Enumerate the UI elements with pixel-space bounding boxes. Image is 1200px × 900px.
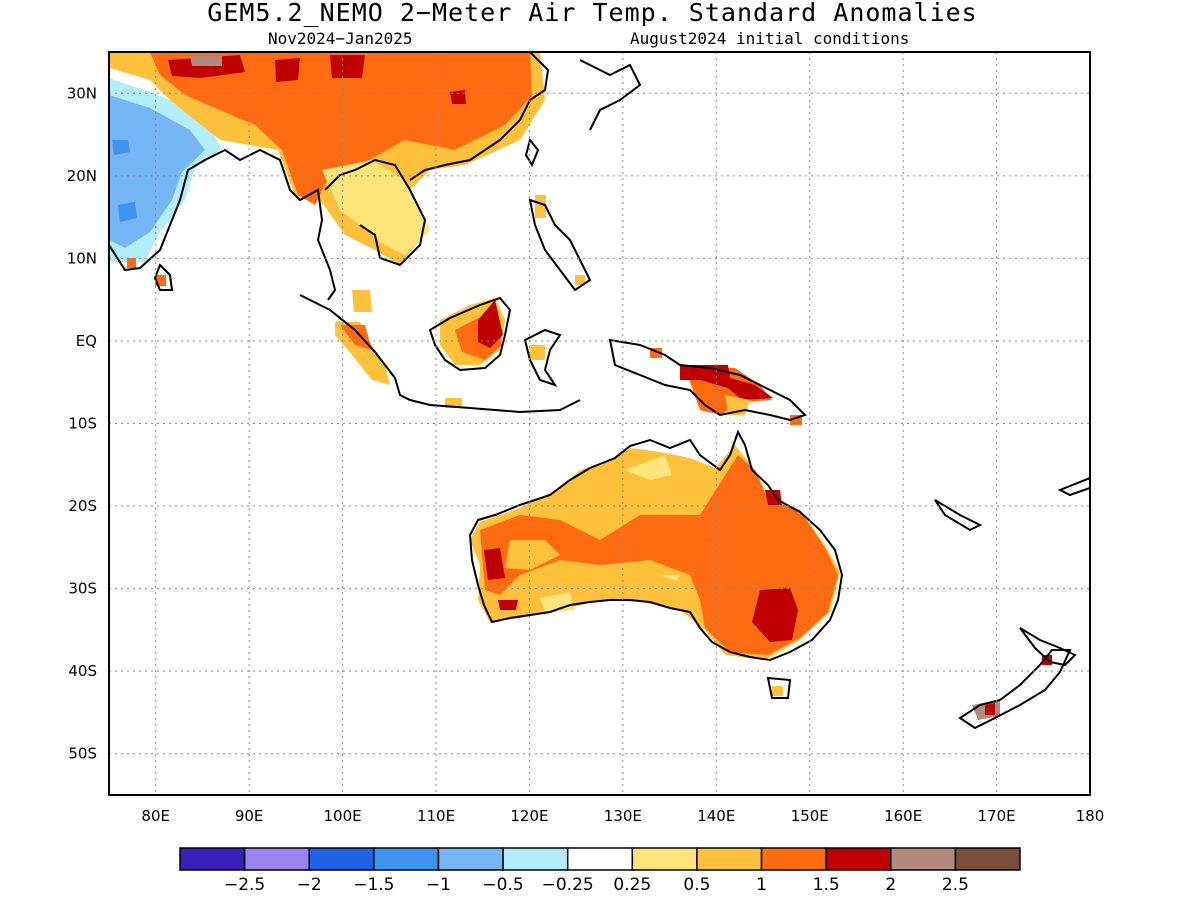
colorbar-label: −1 (426, 875, 451, 895)
indochina-anomaly-pale (322, 160, 430, 255)
colorbar-label: −0.25 (542, 875, 594, 895)
anomaly-field (109, 52, 1090, 730)
lat-tick-label: 20N (67, 167, 97, 185)
colorbar-swatch (631, 847, 698, 871)
colorbar-label: −2 (297, 875, 322, 895)
lon-tick-label: 100E (324, 807, 362, 825)
lon-tick-label: 130E (604, 807, 642, 825)
graticule (109, 52, 1090, 795)
colorbar-swatch (437, 847, 504, 871)
china-anomaly-brown (190, 56, 222, 66)
newguinea-anomaly-red (680, 365, 773, 400)
sumatra-anomaly-orange (340, 325, 372, 350)
china-anomaly-red (168, 55, 466, 104)
colorbar-swatch (179, 847, 246, 871)
colorbar-swatch (696, 847, 763, 871)
map-frame (108, 51, 1091, 796)
lon-tick-label: 90E (235, 807, 264, 825)
initial-conditions: August2024 initial conditions (630, 29, 910, 48)
borneo-anomaly-red (478, 300, 503, 348)
colorbar-label: 2.5 (942, 875, 969, 895)
sulawesi-anomaly (445, 345, 545, 408)
colorbar-swatch (502, 847, 569, 871)
china-anomaly-orange (150, 52, 532, 205)
chart-title: GEM5.2_NEMO 2−Meter Air Temp. Standard A… (207, 0, 978, 27)
coastlines (109, 52, 1090, 730)
latitude-labels: 30N 20N 10N EQ 10S 20S 30S 40S 50S (67, 84, 97, 762)
lat-tick-label: 30S (68, 580, 97, 598)
lat-tick-label: 50S (68, 745, 97, 763)
colorbar (179, 847, 1021, 871)
australia-anomaly-orange (480, 455, 838, 655)
australia-anomaly-yellow-inner (505, 540, 690, 600)
colorbar-swatch (954, 847, 1021, 871)
colorbar-swatch (566, 847, 634, 871)
forecast-period: Nov2024−Jan2025 (268, 29, 413, 48)
colorbar-label: −0.5 (482, 875, 523, 895)
india-anomaly-blue (112, 140, 137, 222)
colorbar-swatch (373, 847, 440, 871)
colorbar-label: 2 (885, 875, 896, 895)
lat-tick-label: 20S (68, 497, 97, 515)
lon-tick-label: 170E (978, 807, 1016, 825)
lon-tick-label: 160E (884, 807, 922, 825)
colorbar-swatch (308, 847, 375, 871)
colorbar-swatch (890, 847, 957, 871)
lon-tick-label: 140E (697, 807, 735, 825)
lon-tick-label: 180 (1076, 807, 1105, 825)
colorbar-labels: −2.5 −2 −1.5 −1 −0.5 −0.25 0.25 0.5 1 1.5 2 2.5 (224, 875, 969, 895)
lon-tick-label: 80E (141, 807, 170, 825)
colorbar-label: 1.5 (813, 875, 840, 895)
colorbar-swatch (760, 847, 827, 871)
colorbar-swatch (243, 847, 310, 871)
lat-tick-label: EQ (76, 332, 97, 350)
lat-tick-label: 40S (68, 662, 97, 680)
colorbar-label: 1 (756, 875, 767, 895)
longitude-labels: 80E 90E 100E 110E 120E 130E 140E 150E 160E 170E 18… (141, 807, 1104, 825)
nz-anomaly-red (985, 655, 1052, 715)
tasmania-anomaly (772, 686, 783, 696)
lat-tick-label: 10N (67, 249, 97, 267)
lon-tick-label: 120E (510, 807, 548, 825)
australia-anomaly-pale (540, 455, 680, 612)
lon-tick-label: 110E (417, 807, 455, 825)
colorbar-label: 0.5 (683, 875, 710, 895)
lat-tick-label: 30N (67, 84, 97, 102)
lat-tick-label: 10S (68, 415, 97, 433)
colorbar-label: 0.25 (613, 875, 651, 895)
colorbar-label: −1.5 (353, 875, 394, 895)
colorbar-label: −2.5 (224, 875, 265, 895)
australia-anomaly-red (484, 490, 798, 642)
lon-tick-label: 150E (791, 807, 829, 825)
colorbar-swatch (825, 847, 892, 871)
